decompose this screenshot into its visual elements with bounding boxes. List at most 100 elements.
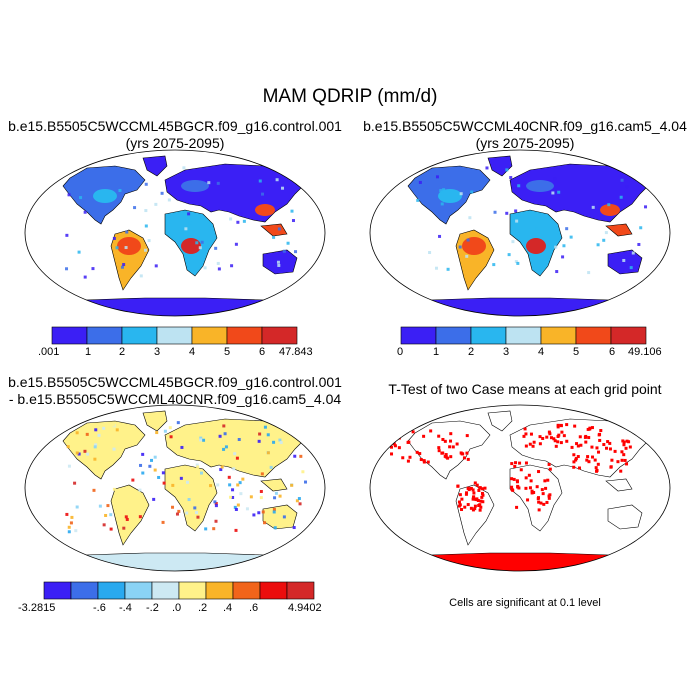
panel-title-case2-line1: b.e15.B5505C5WCCML40CNR.f09_g16.cam5_4.0… [363, 118, 687, 134]
map4-sig-cell [562, 434, 566, 438]
map2-speckle [428, 251, 432, 255]
map1-speckle [277, 263, 281, 267]
colorbar-case1-label-1: 1 [85, 346, 92, 358]
map4-sig-cell [619, 469, 623, 473]
map3-speckle [195, 511, 199, 515]
map1-speckle [133, 206, 137, 210]
map4-sig-cell [448, 445, 452, 449]
map4-sig-cell [586, 455, 590, 459]
map2-speckle [619, 195, 623, 199]
map1-speckle [272, 235, 276, 239]
map3-speckle [231, 495, 235, 499]
map3-speckle [232, 467, 236, 471]
map4-sig-cell [449, 455, 453, 459]
cb3-box-1 [70, 581, 99, 600]
map1-speckle [217, 267, 221, 271]
map3-speckle [195, 463, 199, 467]
map4-sig-cell [587, 460, 591, 464]
map4-sig-cell [542, 502, 546, 506]
map1-speckle [167, 198, 171, 202]
map3-speckle [111, 423, 115, 427]
map3-speckle [293, 428, 297, 432]
map4-sig-cell [515, 480, 519, 484]
map4-sig-cell [538, 442, 542, 446]
map2-speckle [485, 166, 489, 170]
map4-sig-cell [437, 446, 441, 450]
map1-speckle [283, 172, 287, 176]
map3-speckle [92, 488, 96, 492]
map3-speckle [236, 503, 240, 507]
map3-speckle [163, 429, 167, 433]
map3-speckle [187, 498, 191, 502]
map4-sig-cell [606, 440, 610, 444]
map4-sig-cell [579, 443, 583, 447]
cb2-box-3 [505, 326, 542, 345]
map4-sig-cell [576, 444, 580, 448]
map3-speckle [75, 451, 79, 455]
map4-sig-cell [466, 457, 470, 461]
map4-sig-cell [553, 439, 557, 443]
map3-speckle [220, 465, 224, 469]
map3-samerica [110, 484, 150, 546]
map3-speckle [298, 502, 302, 506]
map2-speckle [515, 219, 519, 223]
map3-speckle [112, 447, 116, 451]
map4-sig-cell [590, 426, 594, 430]
map4-sig-cell [471, 497, 475, 501]
map3-speckle [234, 507, 238, 511]
map4-sig-cell [591, 455, 595, 459]
map2-speckle [555, 270, 559, 274]
map4-sig-cell [390, 445, 394, 449]
map2-speckle [535, 227, 539, 231]
colorbar-case1-label-4: 4 [189, 346, 196, 358]
map1-speckle [214, 246, 218, 250]
map4-sig-cell [559, 441, 563, 445]
map3-speckle [237, 438, 241, 442]
map4-sig-cell [596, 462, 600, 466]
cb3-box-5 [178, 581, 207, 600]
map4-sig-cell [512, 477, 516, 481]
colorbar-case1-label-2: 2 [119, 346, 126, 358]
map3-speckle [257, 511, 261, 515]
map3-speckle [272, 440, 276, 444]
map2-speckle [466, 238, 470, 242]
map4-sig-cell [572, 460, 576, 464]
figure-title: MAM QDRIP (mm/d) [262, 86, 438, 107]
panel-title-difference-line1: b.e15.B5505C5WCCML45BGCR.f09_g16.control… [8, 374, 342, 390]
map2-speckle [509, 176, 513, 180]
map-difference-border [24, 404, 326, 572]
map4-sig-cell [535, 485, 539, 489]
map3-speckle [115, 428, 119, 432]
map2-speckle [459, 192, 463, 196]
map4-sig-cell [565, 423, 569, 427]
colorbar-case1 [51, 326, 298, 345]
map3-speckle [236, 483, 240, 487]
map1-speckle [154, 264, 158, 268]
map3-speckle [102, 523, 106, 527]
map3-speckle [194, 503, 198, 507]
map3-africa [164, 464, 218, 532]
map2-speckle [507, 253, 511, 257]
panel-title-case1-line1: b.e15.B5505C5WCCML45BGCR.f09_g16.control… [8, 118, 342, 134]
map4-sig-cell [472, 491, 476, 495]
map4-sig-cell [587, 436, 591, 440]
map4-sig-cell [418, 452, 422, 456]
map3-speckle [214, 501, 218, 505]
map3-speckle [228, 483, 232, 487]
map3-speckle [66, 445, 70, 449]
map3-speckle [75, 431, 79, 435]
map2-speckle [587, 271, 591, 275]
map3-speckle [245, 507, 249, 511]
colorbar-difference-label-4: .0 [172, 602, 182, 614]
map3-speckle [272, 507, 276, 511]
map1-speckle [144, 248, 148, 252]
map4-sig-cell [532, 440, 536, 444]
map1-australia [262, 249, 298, 275]
map3-speckle [222, 424, 226, 428]
map3-speckle [126, 488, 130, 492]
map1-speckle [120, 265, 124, 269]
map2-speckle [648, 174, 652, 178]
map1-congo-wet [181, 238, 201, 254]
map4-sig-cell [584, 440, 588, 444]
map1-speckle [291, 219, 295, 223]
